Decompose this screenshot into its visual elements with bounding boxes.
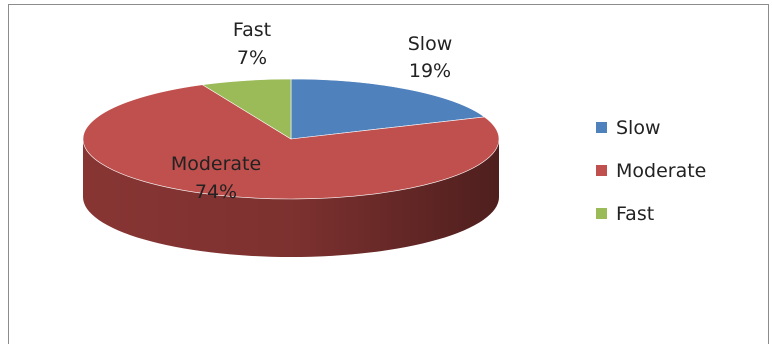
pie-slice-slow <box>290 78 486 140</box>
legend-swatch-fast <box>596 208 607 219</box>
data-label-slow-value: 19% <box>409 60 451 82</box>
data-label-moderate-value: 74% <box>195 181 237 203</box>
data-label-slow-name: Slow <box>408 33 453 55</box>
data-labels: Slow 19% Moderate 74% Fast 7% <box>171 19 452 203</box>
pie-group <box>82 78 500 257</box>
legend-swatch-moderate <box>596 165 607 176</box>
legend: Slow Moderate Fast <box>596 117 706 225</box>
legend-label-moderate: Moderate <box>616 160 706 182</box>
pie-side-shade-moderate <box>83 139 499 257</box>
data-label-fast-name: Fast <box>233 19 271 41</box>
legend-swatch-slow <box>596 122 607 133</box>
data-label-fast-value: 7% <box>237 47 267 69</box>
legend-label-fast: Fast <box>616 203 654 225</box>
pie-slice-fast <box>201 78 292 140</box>
data-label-moderate-name: Moderate <box>171 153 261 175</box>
legend-label-slow: Slow <box>616 117 661 139</box>
pie-slice-moderate <box>82 84 500 200</box>
